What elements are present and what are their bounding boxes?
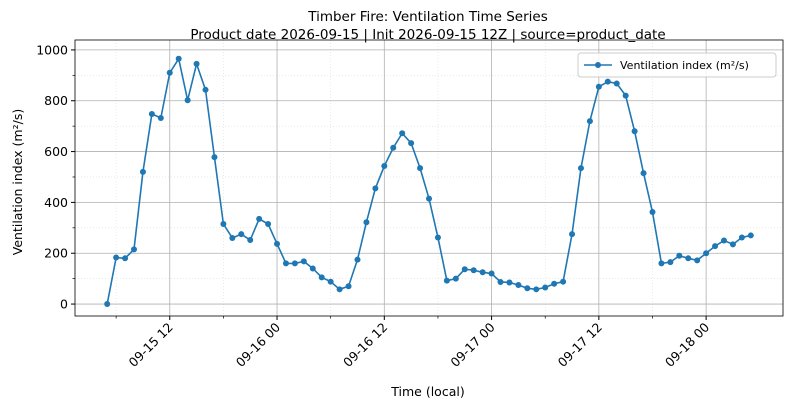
y-tick-label: 400 (44, 195, 68, 210)
data-point (184, 97, 191, 104)
data-point (345, 283, 352, 290)
data-point (372, 185, 379, 192)
data-point (622, 92, 629, 99)
data-point (479, 269, 486, 276)
data-point (104, 301, 111, 308)
data-point (309, 265, 316, 272)
data-point (139, 168, 146, 175)
data-point (721, 237, 727, 244)
data-point (586, 118, 593, 125)
data-point (747, 232, 754, 239)
x-tick-label: 09-18 00 (662, 319, 712, 369)
data-point (247, 237, 254, 244)
data-point (497, 278, 504, 285)
data-point (148, 110, 155, 117)
data-point (166, 69, 173, 76)
chart-title: Timber Fire: Ventilation Time Series (307, 9, 548, 25)
data-point (408, 140, 415, 147)
data-point (667, 259, 674, 266)
data-point (613, 80, 620, 87)
data-point (434, 234, 441, 241)
data-point (274, 240, 281, 247)
chart-subtitle: Product date 2026-09-15 | Init 2026-09-1… (190, 27, 665, 43)
data-point (577, 165, 584, 172)
data-point (220, 221, 227, 227)
data-point (426, 195, 432, 202)
data-point (443, 277, 450, 284)
data-point (649, 209, 656, 216)
data-point (542, 284, 549, 291)
x-tick-label: 09-16 00 (233, 319, 283, 369)
x-axis-label: Time (local) (390, 384, 464, 399)
data-point (452, 275, 459, 282)
data-line (106, 56, 751, 305)
data-point (363, 219, 370, 226)
data-point (470, 267, 477, 274)
data-point (515, 281, 522, 288)
data-point (712, 243, 719, 250)
legend-frame (577, 52, 777, 78)
data-point (229, 234, 236, 241)
data-point (238, 231, 245, 238)
data-point (694, 257, 701, 264)
data-point (390, 144, 397, 151)
data-point (551, 280, 558, 287)
data-point (202, 86, 209, 93)
data-point (265, 221, 272, 227)
data-point (211, 154, 218, 161)
data-point (488, 270, 495, 277)
data-point (113, 254, 120, 261)
data-point (282, 260, 289, 267)
data-point (193, 60, 200, 67)
x-tick-label: 09-17 12 (555, 320, 605, 370)
data-point (354, 256, 361, 263)
y-tick-label: 1000 (36, 42, 68, 57)
data-point (327, 278, 334, 285)
data-point (399, 130, 406, 137)
data-point (631, 128, 638, 135)
data-point (524, 285, 531, 292)
data-point (318, 274, 325, 281)
data-point (300, 258, 307, 265)
x-tick-label: 09-15 12 (126, 320, 176, 370)
plot-frame (74, 39, 784, 317)
data-point (336, 286, 343, 293)
data-point (157, 115, 164, 122)
legend-label: Ventilation index (m²/s) (620, 59, 749, 72)
data-point (461, 266, 468, 273)
y-tick-label: 0 (60, 297, 68, 312)
data-point (685, 255, 692, 262)
y-tick-label: 600 (44, 144, 68, 159)
data-point (676, 252, 683, 259)
data-point (595, 83, 602, 90)
data-point (417, 165, 424, 172)
data-point (533, 286, 540, 293)
data-point (291, 260, 298, 267)
data-point (729, 241, 736, 248)
data-point (569, 231, 576, 238)
data-point (658, 260, 665, 267)
data-point (131, 246, 137, 253)
legend-marker (595, 62, 601, 68)
data-point (506, 279, 513, 286)
data-point (175, 55, 182, 62)
data-point (703, 250, 710, 257)
data-point (122, 255, 129, 262)
y-axis-label: Ventilation index (m²/s) (10, 109, 25, 255)
data-point (560, 278, 567, 285)
y-tick-label: 800 (44, 93, 68, 108)
x-tick-label: 09-16 12 (340, 320, 390, 370)
legend: Ventilation index (m²/s) (577, 52, 777, 78)
data-point (256, 215, 263, 222)
y-tick-label: 200 (44, 246, 68, 261)
data-point (738, 234, 745, 241)
data-point (381, 163, 388, 170)
x-tick-label: 09-17 00 (447, 319, 497, 369)
data-point (640, 170, 647, 177)
data-point (604, 78, 611, 85)
